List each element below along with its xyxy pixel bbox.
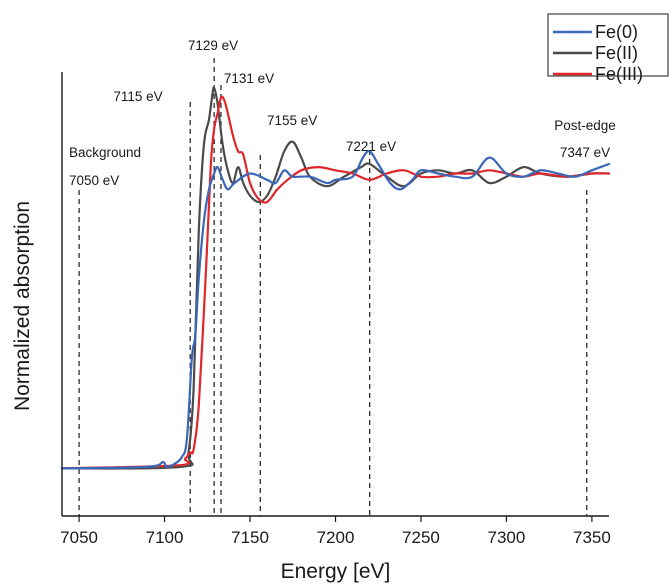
annotation-label: Post-edge bbox=[554, 118, 616, 133]
legend-label: Fe(II) bbox=[595, 43, 638, 63]
legend-label: Fe(III) bbox=[595, 64, 643, 84]
x-tick-label: 7100 bbox=[146, 528, 184, 547]
annotation-label: 7155 eV bbox=[267, 113, 317, 128]
x-tick-label: 7350 bbox=[573, 528, 611, 547]
x-tick-label: 7300 bbox=[488, 528, 526, 547]
annotation-label: 7050 eV bbox=[69, 173, 119, 188]
x-tick-label: 7200 bbox=[317, 528, 355, 547]
annotation-label: 7347 eV bbox=[560, 145, 610, 160]
x-tick-label: 7150 bbox=[231, 528, 269, 547]
x-tick-label: 7050 bbox=[60, 528, 98, 547]
legend-label: Fe(0) bbox=[595, 22, 638, 42]
annotation-label: 7115 eV bbox=[113, 89, 162, 104]
series-line-feii bbox=[60, 86, 611, 470]
x-tick-label: 7250 bbox=[402, 528, 440, 547]
x-axis-title: Energy [eV] bbox=[281, 560, 391, 583]
annotation-label: 7129 eV bbox=[188, 38, 238, 53]
annotation-label: Background bbox=[69, 145, 141, 160]
series-line-feiii bbox=[60, 95, 611, 470]
annotation-label: 7131 eV bbox=[224, 71, 274, 86]
legend-box bbox=[547, 13, 669, 77]
annotation-label: 7221 eV bbox=[346, 139, 396, 154]
y-axis-title: Normalized absorption bbox=[11, 201, 34, 411]
series-line-fe0 bbox=[60, 149, 611, 470]
